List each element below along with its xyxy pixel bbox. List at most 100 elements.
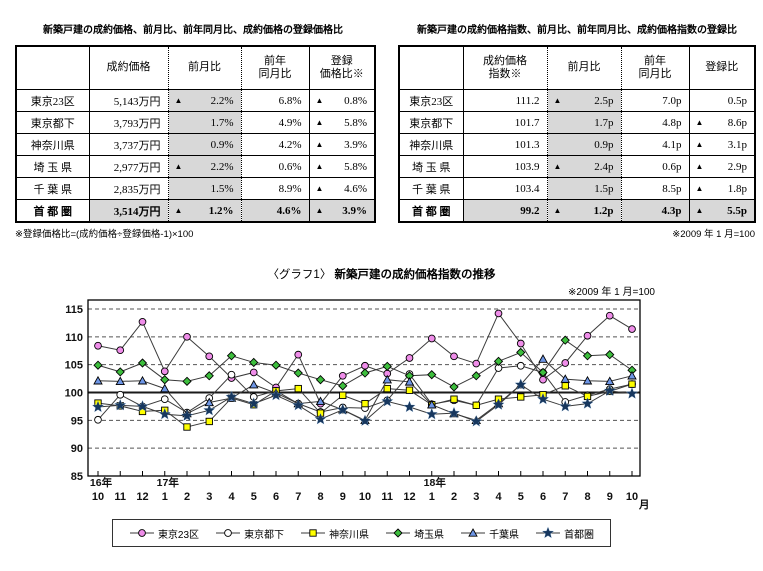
value-cell: 4.2% xyxy=(241,133,310,156)
value-cell: 3,793万円 xyxy=(89,111,169,134)
x-axis-label: 3 xyxy=(206,491,212,503)
cell-value: 4.1p xyxy=(662,138,682,151)
value-cell: ▲ 3.9% xyxy=(309,199,375,223)
x-axis-unit-label: 月 xyxy=(638,499,650,511)
legend-label: 東京都下 xyxy=(244,529,285,541)
negative-triangle-icon: ▲ xyxy=(695,139,704,149)
table-body: 東京23区 111.2 ▲ 2.5p 7.0p 0.5p 東京都下 101.7 1.7p 4.8p… xyxy=(399,89,755,223)
row-label: 東京23区 xyxy=(399,89,464,112)
x-axis-label: 5 xyxy=(518,491,524,503)
legend-item: 東京都下 xyxy=(215,526,284,541)
negative-triangle-icon: ▲ xyxy=(174,205,183,215)
cell-value: 4.2% xyxy=(278,138,302,151)
value-cell: 6.8% xyxy=(241,89,310,112)
col-header: 前月比 xyxy=(547,46,622,90)
x-axis-label: 10 xyxy=(359,491,371,503)
series-埼玉県 xyxy=(93,335,637,392)
x-axis-label: 4 xyxy=(495,491,502,503)
chart-legend: 東京23区 東京都下 神奈川県 埼玉県 千葉県 首都圏 xyxy=(112,519,611,547)
value-cell: 2,977万円 xyxy=(89,155,169,178)
cell-value: 5.8% xyxy=(344,160,367,173)
cell-value: 4.6% xyxy=(276,204,302,217)
right-table-footnote: ※2009 年 1 月=100 xyxy=(672,229,755,240)
legend-label: 埼玉県 xyxy=(414,529,445,541)
cell-value: 1.2p xyxy=(593,204,614,217)
cell-value: 2.9p xyxy=(727,160,747,173)
value-cell: ▲ 8.6p xyxy=(689,111,755,134)
x-axis-label: 3 xyxy=(473,491,479,503)
negative-triangle-icon: ▲ xyxy=(315,117,324,127)
legend-item: 埼玉県 xyxy=(385,526,444,541)
corner-cell xyxy=(399,46,464,90)
cell-value: 0.8% xyxy=(344,94,367,107)
value-cell: 0.9p xyxy=(547,133,622,156)
legend-label: 首都圏 xyxy=(564,529,595,541)
cell-value: 1.7% xyxy=(210,116,234,129)
col-header: 前年 同月比 xyxy=(241,46,310,90)
series-首都圏 xyxy=(91,378,639,427)
value-cell: 7.0p xyxy=(621,89,690,112)
value-cell: 0.9% xyxy=(168,133,242,156)
x-axis-label: 2 xyxy=(451,491,457,503)
value-cell: 2,835万円 xyxy=(89,177,169,200)
row-label: 千 葉 県 xyxy=(399,177,464,200)
table-row: 東京23区 111.2 ▲ 2.5p 7.0p 0.5p xyxy=(399,89,755,112)
negative-triangle-icon: ▲ xyxy=(315,161,324,171)
value-cell: 4.1p xyxy=(621,133,690,156)
cell-value: 1.5% xyxy=(210,182,234,195)
cell-value: 2.2% xyxy=(210,94,234,107)
cell-value: 2.4p xyxy=(594,160,614,173)
x-axis-label: 4 xyxy=(228,491,235,503)
header-row: 成約価格 指数※ 前月比 前年 同月比 登録比 xyxy=(399,46,755,90)
value-cell: ▲ 5.5p xyxy=(689,199,755,223)
value-cell: 1.7% xyxy=(168,111,242,134)
legend-label: 東京23区 xyxy=(157,529,200,541)
y-axis-label: 95 xyxy=(71,415,83,427)
x-axis-label: 7 xyxy=(562,491,568,503)
x-axis-label: 6 xyxy=(540,491,546,503)
total-row: 首 都 圏 99.2 ▲ 1.2p 4.3p ▲ 5.5p xyxy=(399,199,755,223)
cell-value: 4.8p xyxy=(662,116,682,129)
left-table-footnote: ※登録価格比=(成約価格÷登録価格-1)×100 xyxy=(15,229,194,240)
x-axis-label: 8 xyxy=(317,491,323,503)
cell-value: 3.1p xyxy=(727,138,747,151)
table-row: 神奈川県 3,737万円 0.9% 4.2% ▲ 3.9% xyxy=(16,133,375,156)
cell-value: 3,514万円 xyxy=(113,205,161,218)
value-cell: 101.7 xyxy=(463,111,548,134)
cell-value: 8.6p xyxy=(727,116,747,129)
value-cell: ▲ 5.8% xyxy=(309,155,375,178)
col-header: 前年 同月比 xyxy=(621,46,690,90)
col-header: 登録 価格比※ xyxy=(309,46,375,90)
value-cell: ▲ 2.2% xyxy=(168,155,242,178)
x-axis-label: 12 xyxy=(136,491,148,503)
legend-marker-icon xyxy=(536,526,561,539)
price-index-table: 成約価格 指数※ 前月比 前年 同月比 登録比 東京23区 111.2 ▲ 2.5p 7.0p… xyxy=(398,45,756,223)
cell-value: 3,737万円 xyxy=(113,139,161,152)
total-row: 首 都 圏 3,514万円 ▲ 1.2% 4.6% ▲ 3.9% xyxy=(16,199,375,223)
x-axis-label: 7 xyxy=(295,491,301,503)
y-axis-label: 90 xyxy=(71,443,83,455)
cell-value: 7.0p xyxy=(662,94,682,107)
row-label: 首 都 圏 xyxy=(399,199,464,223)
cell-value: 0.5p xyxy=(727,94,747,107)
x-axis-label: 2 xyxy=(184,491,190,503)
x-axis-label: 5 xyxy=(251,491,257,503)
right-table-title: 新築戸建の成約価格指数、前月比、前年同月比、成約価格指数の登録比 xyxy=(417,25,737,36)
cell-value: 99.2 xyxy=(520,204,540,217)
chart-base-note: ※2009 年 1 月=100 xyxy=(567,287,655,298)
cell-value: 5,143万円 xyxy=(113,95,161,108)
cell-value: 1.5p xyxy=(594,182,614,195)
value-cell: 1.5p xyxy=(547,177,622,200)
value-cell: ▲ 2.4p xyxy=(547,155,622,178)
x-axis-label: 1 xyxy=(429,491,435,503)
value-cell: 4.8p xyxy=(621,111,690,134)
table-body: 東京23区 5,143万円 ▲ 2.2% 6.8% ▲ 0.8% 東京都下 3,793万円 1.7… xyxy=(16,89,375,223)
negative-triangle-icon: ▲ xyxy=(174,95,183,105)
negative-triangle-icon: ▲ xyxy=(553,161,562,171)
chart-heading: 〈グラフ1〉 新築戸建の成約価格指数の推移 xyxy=(0,266,763,282)
negative-triangle-icon: ▲ xyxy=(695,161,704,171)
cell-value: 2,977万円 xyxy=(113,161,161,174)
cell-value: 2.5p xyxy=(594,94,614,107)
year-mark-label: 17年 xyxy=(157,476,180,489)
